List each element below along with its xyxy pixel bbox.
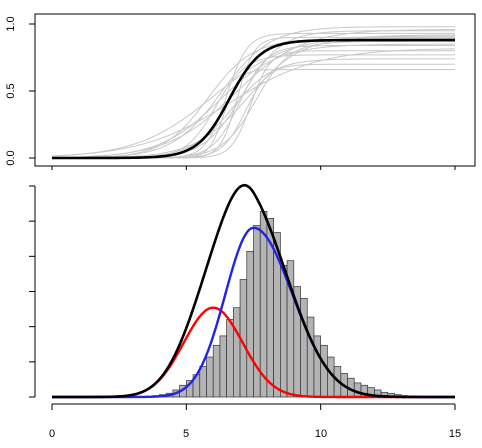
top-ytick-label-1: 0.5 — [5, 83, 17, 98]
top-ytick-label-0: 0.0 — [5, 150, 17, 165]
histogram-bar-10 — [219, 335, 227, 398]
density-curve-group — [52, 183, 455, 399]
x-tick-label-0: 0 — [49, 428, 55, 440]
top-ytick-group — [29, 23, 36, 159]
mixture-density-curve — [52, 183, 455, 399]
gray-sigmoid-curve-13 — [52, 54, 455, 159]
histogram-bar-7 — [199, 366, 207, 398]
histogram-bar-9 — [212, 344, 221, 398]
gray-sigmoid-curve-0 — [51, 26, 455, 159]
bottom-panel: 0 5 10 15 — [29, 166, 461, 440]
top-y-axis: 0.0 0.5 1.0 — [5, 16, 36, 166]
histogram-bar-16 — [259, 211, 268, 398]
histogram-bar-23 — [306, 316, 315, 398]
histogram-bar-11 — [226, 319, 234, 398]
bold-curve-group — [52, 38, 455, 160]
top-ytick-label-2: 1.0 — [5, 16, 17, 31]
histogram-bar-8 — [206, 356, 214, 398]
bold-sigmoid-curve — [52, 38, 455, 160]
top-panel: 0.0 0.5 1.0 — [5, 13, 476, 167]
gray-sigmoid-curve-1 — [51, 29, 456, 158]
bottom-axes — [29, 166, 456, 410]
gray-sigmoid-curve-15 — [52, 63, 455, 159]
gray-sigmoid-curve-11 — [51, 48, 456, 157]
gray-sigmoid-curve-16 — [52, 69, 455, 159]
gray-sigmoid-curve-7 — [51, 38, 455, 159]
x-tick-label-10: 10 — [315, 428, 327, 440]
gray-sigmoid-curve-4 — [51, 34, 455, 157]
histogram-bar-12 — [233, 307, 241, 398]
histogram-bar-group — [152, 211, 409, 398]
histogram-bar-30 — [353, 382, 362, 398]
histogram-bar-25 — [320, 344, 328, 398]
gray-sigmoid-curve-14 — [52, 58, 455, 159]
histogram-bar-22 — [300, 297, 308, 398]
histogram-bar-14 — [246, 250, 254, 398]
x-tick-label-5: 5 — [183, 428, 189, 440]
histogram-bar-19 — [280, 265, 288, 398]
gray-sigmoid-curve-2 — [52, 30, 455, 159]
x-tick-label-15: 15 — [449, 428, 461, 440]
gray-curve-group — [51, 26, 456, 159]
